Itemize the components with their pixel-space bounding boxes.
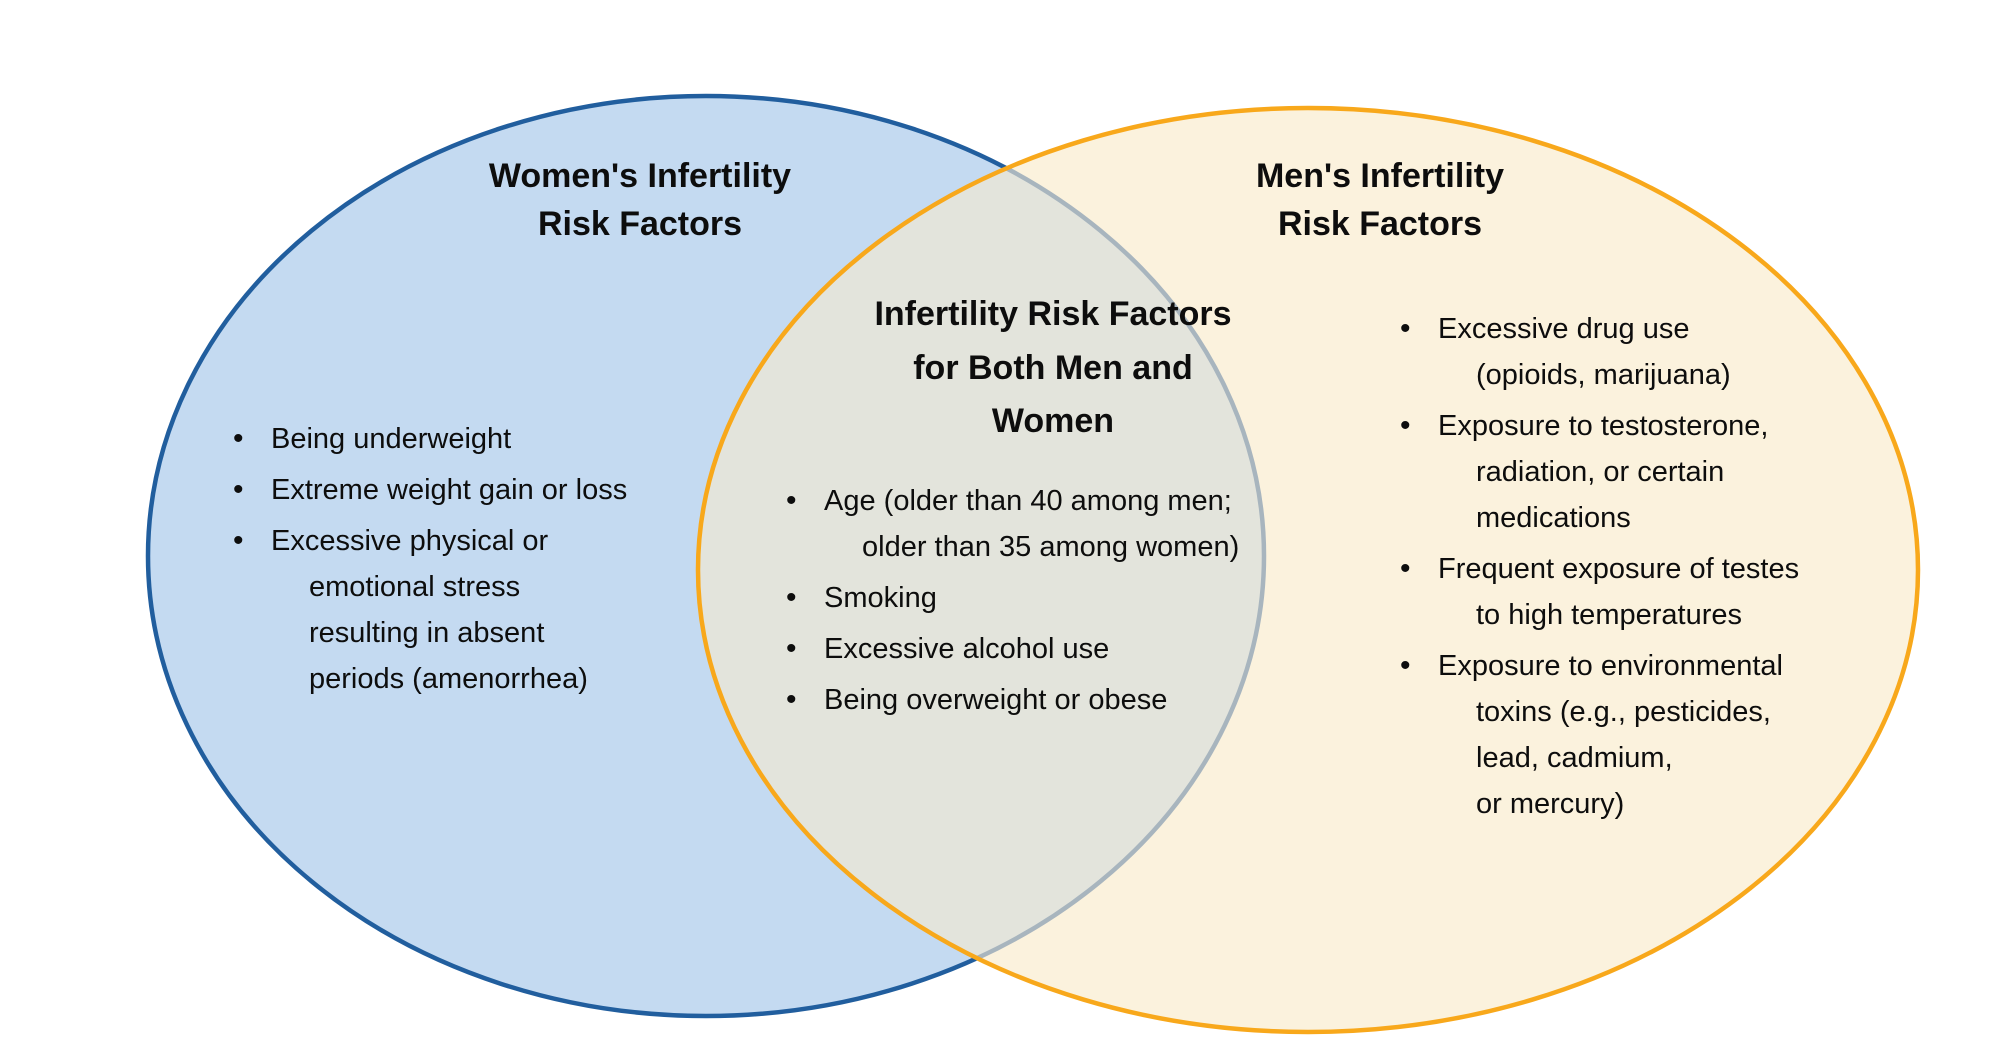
women-risk-list: Being underweight Extreme weight gain or… bbox=[225, 416, 685, 707]
list-item-text: Being overweight or obese bbox=[824, 684, 1168, 716]
list-item-text: Excessive physical or emotional stress r… bbox=[271, 525, 588, 695]
list-item-text: Being underweight bbox=[271, 423, 512, 455]
list-item-text: Age (older than 40 among men; older than… bbox=[824, 485, 1240, 563]
list-item: Being underweight bbox=[225, 416, 685, 462]
list-item-text: Exposure to testosterone, radiation, or … bbox=[1438, 410, 1769, 534]
list-item-text: Exposure to environmental toxins (e.g., … bbox=[1438, 650, 1783, 820]
list-item: Extreme weight gain or loss bbox=[225, 467, 685, 513]
list-item: Excessive drug use (opioids, marijuana) bbox=[1392, 306, 1872, 398]
list-item: Excessive physical or emotional stress r… bbox=[225, 518, 685, 702]
list-item: Frequent exposure of testes to high temp… bbox=[1392, 546, 1872, 638]
men-risk-list: Excessive drug use (opioids, marijuana) … bbox=[1392, 306, 1872, 832]
list-item-text: Smoking bbox=[824, 582, 937, 614]
list-item-text: Extreme weight gain or loss bbox=[271, 474, 628, 506]
women-section-title: Women's Infertility Risk Factors bbox=[488, 157, 792, 244]
men-section-title: Men's Infertility Risk Factors bbox=[1255, 157, 1504, 244]
list-item-text: Excessive alcohol use bbox=[824, 633, 1110, 665]
list-item: Being overweight or obese bbox=[778, 677, 1298, 723]
list-item: Age (older than 40 among men; older than… bbox=[778, 478, 1298, 570]
overlap-section-title: Infertility Risk Factors for Both Men an… bbox=[874, 295, 1232, 441]
list-item: Exposure to testosterone, radiation, or … bbox=[1392, 403, 1872, 541]
list-item: Smoking bbox=[778, 575, 1298, 621]
men-ellipse-outline bbox=[695, 105, 1921, 1035]
list-item-text: Excessive drug use (opioids, marijuana) bbox=[1438, 313, 1731, 391]
shared-risk-list: Age (older than 40 among men; older than… bbox=[778, 478, 1298, 728]
list-item-text: Frequent exposure of testes to high temp… bbox=[1438, 553, 1800, 631]
list-item: Excessive alcohol use bbox=[778, 626, 1298, 672]
list-item: Exposure to environmental toxins (e.g., … bbox=[1392, 643, 1872, 827]
